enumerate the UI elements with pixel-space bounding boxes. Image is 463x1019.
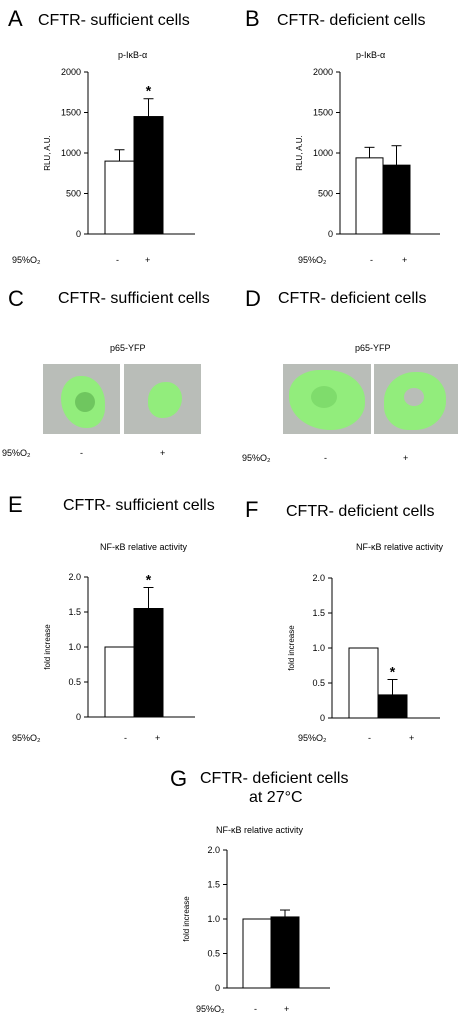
panel-b-subtitle: p-IκB-α <box>356 50 386 60</box>
panel-g-plus-label: + <box>284 1004 290 1014</box>
y-tick-label: 0 <box>215 983 220 993</box>
panel-a-title: CFTR- sufficient cells <box>38 12 190 29</box>
panel-e-plus-label: + <box>155 733 161 743</box>
y-tick-label: 0 <box>76 229 81 239</box>
panel-e-minus-label: - <box>124 733 127 743</box>
significance-marker: * <box>390 664 396 680</box>
panel-a-treatment-label: 95%O₂ <box>12 255 41 265</box>
bar-treated <box>270 916 300 989</box>
y-tick-label: 2000 <box>313 67 333 77</box>
panel-c-minus-label: - <box>80 448 83 458</box>
panel-f-treatment-label: 95%O₂ <box>298 733 327 743</box>
panel-e-letter: E <box>8 492 23 517</box>
panel-a-plus-label: + <box>145 255 151 265</box>
panel-e-subtitle: NF-κB relative activity <box>100 542 188 552</box>
y-tick-label: 1.5 <box>207 880 220 890</box>
significance-marker: * <box>146 572 152 588</box>
panel-g-title: CFTR- deficient cells <box>200 770 349 787</box>
y-tick-label: 1500 <box>61 108 81 118</box>
y-tick-label: 2.0 <box>207 845 220 855</box>
panel-c-letter: C <box>8 286 24 311</box>
panel-b-minus-label: - <box>370 255 373 265</box>
y-tick-label: 1.0 <box>68 642 81 652</box>
panel-c-image-treated <box>124 364 201 434</box>
panel-e-treatment-label: 95%O₂ <box>12 733 41 743</box>
panel-a-subtitle: p-IκB-α <box>118 50 148 60</box>
y-axis-label: fold increase <box>287 625 296 671</box>
bar-treated <box>133 608 164 718</box>
panel-d-title: CFTR- deficient cells <box>278 290 427 307</box>
panel-b-letter: B <box>245 6 260 31</box>
y-tick-label: 1.0 <box>312 643 325 653</box>
panel-d-minus-label: - <box>324 453 327 463</box>
y-tick-label: 1500 <box>313 108 333 118</box>
y-tick-label: 0.5 <box>68 677 81 687</box>
panel-g-subtitle: NF-κB relative activity <box>216 825 304 835</box>
y-tick-label: 0 <box>320 713 325 723</box>
panel-f-minus-label: - <box>368 733 371 743</box>
y-tick-label: 0 <box>328 229 333 239</box>
panel-g-title-line2: at 27°C <box>249 789 303 806</box>
panel-f-letter: F <box>245 497 259 522</box>
panel-a-letter: A <box>8 6 23 31</box>
y-tick-label: 1.5 <box>68 607 81 617</box>
panel-d-letter: D <box>245 286 261 311</box>
y-tick-label: 1000 <box>61 148 81 158</box>
significance-marker: * <box>146 83 152 99</box>
y-tick-label: 0.5 <box>312 678 325 688</box>
y-tick-label: 1000 <box>313 148 333 158</box>
panel-c-image-control <box>43 364 120 434</box>
y-tick-label: 0.5 <box>207 949 220 959</box>
panel-g-treatment-label: 95%O₂ <box>196 1004 225 1014</box>
panel-f-title: CFTR- deficient cells <box>286 503 435 520</box>
y-tick-label: 0 <box>76 712 81 722</box>
panel-f-plus-label: + <box>409 733 415 743</box>
y-tick-label: 2.0 <box>68 572 81 582</box>
panel-a-minus-label: - <box>116 255 119 265</box>
panel-c-subtitle: p65-YFP <box>110 343 146 353</box>
bar-control <box>242 918 272 989</box>
y-axis-label: fold increase <box>182 896 191 942</box>
y-tick-label: 1.5 <box>312 608 325 618</box>
panel-b-title: CFTR- deficient cells <box>277 12 426 29</box>
y-axis-label: RLU, A.U. <box>43 135 52 171</box>
panel-f-subtitle: NF-κB relative activity <box>356 542 444 552</box>
y-tick-label: 500 <box>318 189 333 199</box>
y-tick-label: 1.0 <box>207 914 220 924</box>
panel-c-treatment-label: 95%O₂ <box>2 448 31 458</box>
panel-e-title: CFTR- sufficient cells <box>63 497 215 514</box>
panel-c-plus-label: + <box>160 448 166 458</box>
panel-g-minus-label: - <box>254 1004 257 1014</box>
y-axis-label: fold increase <box>43 624 52 670</box>
y-tick-label: 2000 <box>61 67 81 77</box>
panel-d-image-treated <box>374 364 458 434</box>
panel-b-treatment-label: 95%O₂ <box>298 255 327 265</box>
y-tick-label: 500 <box>66 189 81 199</box>
panel-d-subtitle: p65-YFP <box>355 343 391 353</box>
panel-c-title: CFTR- sufficient cells <box>58 290 210 307</box>
bar-control <box>348 647 379 719</box>
panel-b-plus-label: + <box>402 255 408 265</box>
bar-control <box>355 157 384 235</box>
y-tick-label: 2.0 <box>312 573 325 583</box>
y-axis-label: RLU, A.U. <box>295 135 304 171</box>
panel-d-image-control <box>283 364 371 434</box>
panel-d-plus-label: + <box>403 453 409 463</box>
panel-g-letter: G <box>170 766 188 791</box>
panel-d-treatment-label: 95%O₂ <box>242 453 271 463</box>
bar-control <box>104 646 135 718</box>
